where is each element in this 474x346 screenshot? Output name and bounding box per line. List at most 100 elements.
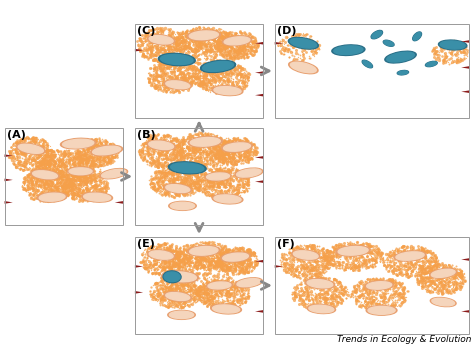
Ellipse shape: [426, 61, 437, 67]
Ellipse shape: [162, 271, 199, 283]
Ellipse shape: [307, 304, 336, 313]
Ellipse shape: [205, 172, 231, 181]
Ellipse shape: [190, 246, 218, 255]
Polygon shape: [461, 90, 469, 93]
Ellipse shape: [68, 167, 94, 175]
Polygon shape: [255, 260, 263, 263]
Text: (B): (B): [137, 130, 156, 140]
Polygon shape: [255, 310, 263, 313]
Ellipse shape: [190, 137, 220, 146]
Ellipse shape: [212, 305, 240, 313]
Ellipse shape: [166, 293, 190, 300]
Ellipse shape: [170, 202, 195, 210]
Ellipse shape: [235, 168, 263, 178]
Ellipse shape: [202, 61, 234, 72]
Ellipse shape: [430, 298, 456, 307]
Ellipse shape: [431, 269, 455, 277]
Ellipse shape: [164, 184, 191, 193]
Ellipse shape: [39, 193, 65, 201]
Ellipse shape: [147, 250, 175, 260]
Ellipse shape: [18, 144, 44, 153]
Ellipse shape: [292, 250, 320, 260]
Text: (F): (F): [277, 239, 295, 249]
Ellipse shape: [161, 54, 193, 65]
Ellipse shape: [149, 141, 173, 149]
Ellipse shape: [413, 33, 421, 40]
Ellipse shape: [413, 32, 421, 41]
Text: (A): (A): [7, 130, 26, 140]
Ellipse shape: [291, 62, 316, 73]
Polygon shape: [135, 291, 143, 294]
Ellipse shape: [288, 37, 319, 49]
Ellipse shape: [214, 195, 241, 203]
Ellipse shape: [83, 193, 111, 201]
Ellipse shape: [367, 282, 392, 289]
Ellipse shape: [158, 53, 195, 66]
Ellipse shape: [237, 279, 261, 287]
Ellipse shape: [396, 252, 424, 260]
Ellipse shape: [394, 251, 426, 261]
Ellipse shape: [336, 246, 370, 256]
Ellipse shape: [371, 30, 383, 39]
Ellipse shape: [397, 71, 409, 75]
Ellipse shape: [166, 185, 190, 192]
Ellipse shape: [305, 279, 335, 289]
Ellipse shape: [430, 268, 456, 278]
Polygon shape: [255, 180, 263, 183]
Ellipse shape: [426, 62, 437, 66]
Ellipse shape: [101, 170, 126, 178]
Polygon shape: [461, 310, 469, 313]
Ellipse shape: [212, 86, 243, 95]
Polygon shape: [135, 265, 143, 268]
Ellipse shape: [384, 41, 393, 46]
Ellipse shape: [37, 192, 67, 202]
Ellipse shape: [289, 61, 318, 74]
Polygon shape: [461, 66, 469, 69]
Bar: [5, 128, 123, 225]
Bar: [275, 24, 469, 118]
Polygon shape: [461, 258, 469, 261]
Ellipse shape: [100, 169, 128, 179]
Ellipse shape: [92, 146, 121, 155]
Polygon shape: [115, 201, 123, 204]
Ellipse shape: [224, 143, 250, 151]
Ellipse shape: [164, 80, 191, 90]
Ellipse shape: [189, 31, 219, 40]
Ellipse shape: [169, 201, 196, 210]
Ellipse shape: [33, 171, 57, 179]
Ellipse shape: [214, 86, 241, 95]
Ellipse shape: [69, 168, 92, 175]
Ellipse shape: [224, 37, 250, 45]
Bar: [135, 24, 263, 118]
Text: (E): (E): [137, 239, 155, 249]
Bar: [275, 237, 469, 334]
Ellipse shape: [372, 31, 382, 38]
Ellipse shape: [164, 272, 196, 282]
Ellipse shape: [440, 41, 465, 49]
Ellipse shape: [362, 60, 373, 68]
Ellipse shape: [63, 139, 94, 148]
Ellipse shape: [387, 52, 414, 62]
Ellipse shape: [201, 60, 236, 73]
Polygon shape: [135, 49, 143, 52]
Text: (C): (C): [137, 26, 156, 36]
Ellipse shape: [61, 138, 96, 149]
Ellipse shape: [438, 40, 467, 50]
Ellipse shape: [338, 246, 368, 255]
Ellipse shape: [293, 251, 318, 259]
Ellipse shape: [207, 173, 229, 180]
Polygon shape: [5, 154, 13, 157]
Ellipse shape: [188, 137, 222, 147]
Ellipse shape: [168, 162, 206, 174]
Polygon shape: [5, 201, 13, 204]
Ellipse shape: [368, 307, 395, 314]
Text: (D): (D): [277, 26, 297, 36]
Ellipse shape: [149, 36, 173, 44]
Ellipse shape: [207, 281, 232, 290]
Polygon shape: [461, 40, 469, 43]
Ellipse shape: [163, 271, 181, 283]
Bar: [135, 128, 263, 225]
Ellipse shape: [366, 306, 397, 315]
Ellipse shape: [236, 278, 262, 288]
Bar: [135, 237, 263, 334]
